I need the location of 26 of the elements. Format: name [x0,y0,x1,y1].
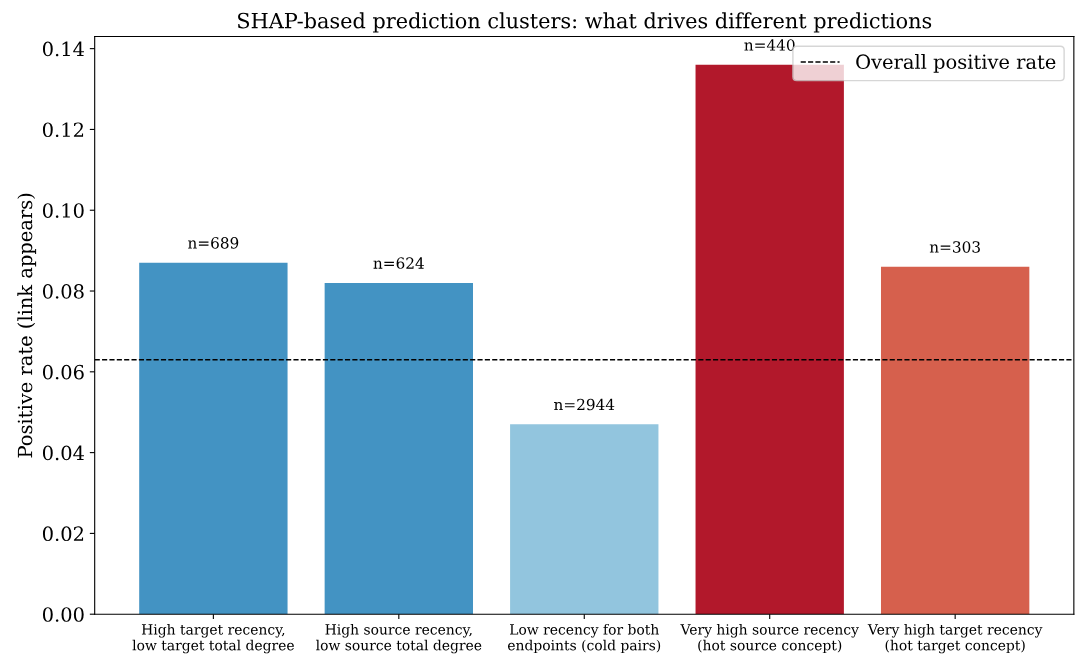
y-tick-label: 0.00 [42,607,84,622]
y-tick-label: 0.08 [42,283,84,299]
bar [695,64,844,615]
x-tick-label: High target recency, low target total degree [132,623,294,654]
bar [510,424,659,615]
y-tick-label: 0.12 [42,122,84,138]
x-tick-label: Low recency for both endpoints (cold pairs) [508,623,661,654]
y-tick-label: 0.04 [42,445,84,461]
x-tick-label: Very high target recency (hot target concept) [867,623,1043,654]
annotation: n=624 [373,257,424,269]
y-tick-label: 0.10 [42,203,84,218]
y-axis-title: Positive rate (link appears) [17,193,37,458]
y-tick-label: 0.14 [42,41,84,57]
bar [324,282,473,615]
annotation: n=440 [744,39,795,51]
y-tick-label: 0.02 [42,526,84,542]
annotation: n=2944 [554,398,615,411]
annotation: n=303 [929,241,980,253]
x-tick-label: High source recency, low source total degree [316,623,482,654]
annotation: n=689 [188,237,239,249]
x-tick-label: Very high source recency (hot source concept) [680,623,859,654]
bar [139,262,288,615]
bar [880,266,1030,615]
legend-label: Overall positive rate [856,54,1056,73]
chart-title: SHAP-based prediction clusters: what drives different predictions [238,12,932,33]
y-tick-label: 0.06 [42,364,84,380]
